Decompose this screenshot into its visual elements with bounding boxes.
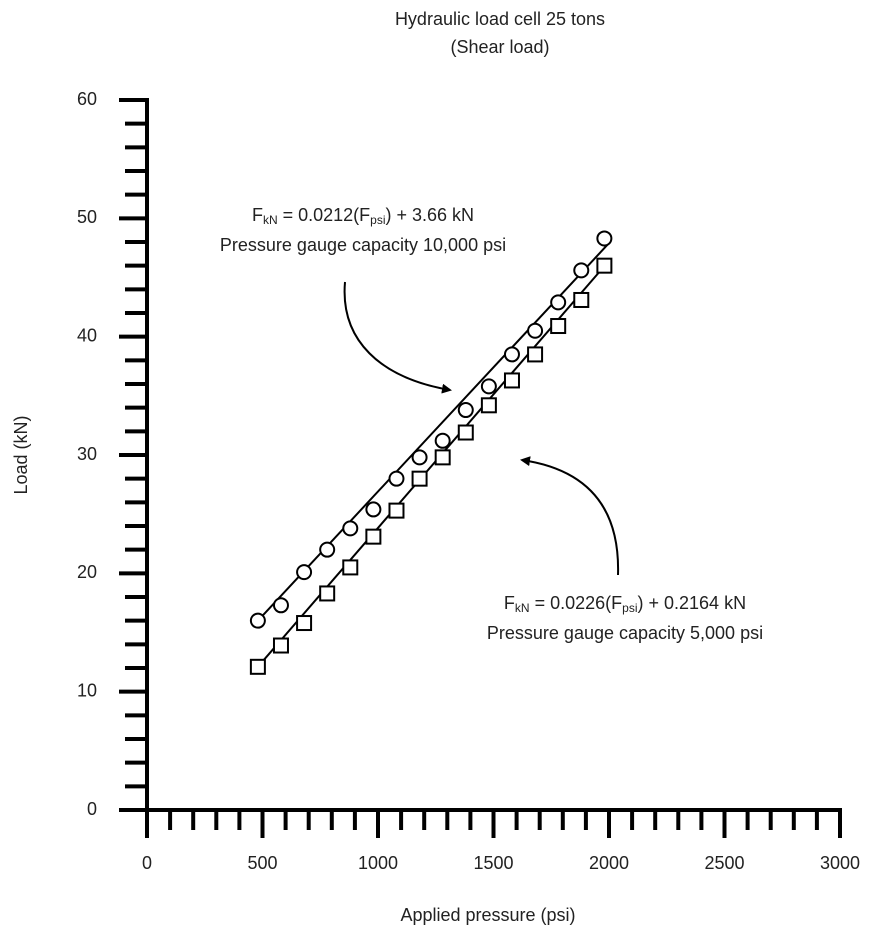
point (249, 612, 266, 629)
equation-subscript: psi (622, 601, 637, 615)
y-tick-label: 60 (77, 89, 97, 109)
point (573, 262, 590, 279)
point (272, 597, 289, 614)
annotation-note: Pressure gauge capacity 10,000 psi (220, 235, 506, 255)
point (480, 378, 497, 395)
y-axis-label: Load (kN) (11, 415, 31, 494)
chart-subtitle: (Shear load) (450, 37, 549, 57)
equation-text: ) + 3.66 kN (386, 205, 475, 225)
point (296, 615, 313, 632)
point (319, 585, 336, 602)
fit-line (257, 261, 609, 668)
point (457, 424, 474, 441)
point (319, 541, 336, 558)
x-tick-label: 2000 (589, 853, 629, 873)
point (342, 520, 359, 537)
point (527, 322, 544, 339)
chart-title: Hydraulic load cell 25 tons (395, 9, 605, 29)
y-tick-label: 30 (77, 444, 97, 464)
x-tick-label: 0 (142, 853, 152, 873)
point (296, 564, 313, 581)
point (342, 559, 359, 576)
point (365, 528, 382, 545)
equation-subscript: kN (515, 601, 530, 615)
x-tick-label: 3000 (820, 853, 860, 873)
point (480, 397, 497, 414)
point (434, 449, 451, 466)
equation-subscript: kN (263, 213, 278, 227)
y-tick-label: 0 (87, 799, 97, 819)
x-tick-label: 1000 (358, 853, 398, 873)
point (596, 230, 613, 247)
equation-text: F (252, 205, 263, 225)
x-tick-label: 2500 (704, 853, 744, 873)
point (503, 372, 520, 389)
point (411, 470, 428, 487)
equation: FkN = 0.0212(Fpsi) + 3.66 kN (252, 205, 474, 227)
point (527, 346, 544, 363)
point (388, 502, 405, 519)
x-axis-label: Applied pressure (psi) (400, 905, 575, 925)
point (434, 432, 451, 449)
y-tick-label: 10 (77, 680, 97, 700)
fit-line (257, 243, 609, 622)
y-tick-label: 40 (77, 325, 97, 345)
x-tick-label: 500 (247, 853, 277, 873)
point (550, 294, 567, 311)
y-tick-label: 50 (77, 207, 97, 227)
point (272, 637, 289, 654)
point (411, 449, 428, 466)
point (365, 501, 382, 518)
x-tick-label: 1500 (473, 853, 513, 873)
equation: FkN = 0.0226(Fpsi) + 0.2164 kN (504, 593, 746, 615)
arrow (343, 281, 452, 394)
point (503, 346, 520, 363)
equation-text: = 0.0226(F (530, 593, 623, 613)
equation-text: ) + 0.2164 kN (638, 593, 747, 613)
annotation-note: Pressure gauge capacity 5,000 psi (487, 623, 763, 643)
point (249, 658, 266, 675)
equation-text: = 0.0212(F (278, 205, 371, 225)
point (388, 470, 405, 487)
y-tick-label: 20 (77, 562, 97, 582)
point (550, 318, 567, 335)
point (573, 291, 590, 308)
arrow (520, 456, 620, 576)
point (596, 257, 613, 274)
equation-subscript: psi (370, 213, 385, 227)
equation-text: F (504, 593, 515, 613)
point (457, 402, 474, 419)
